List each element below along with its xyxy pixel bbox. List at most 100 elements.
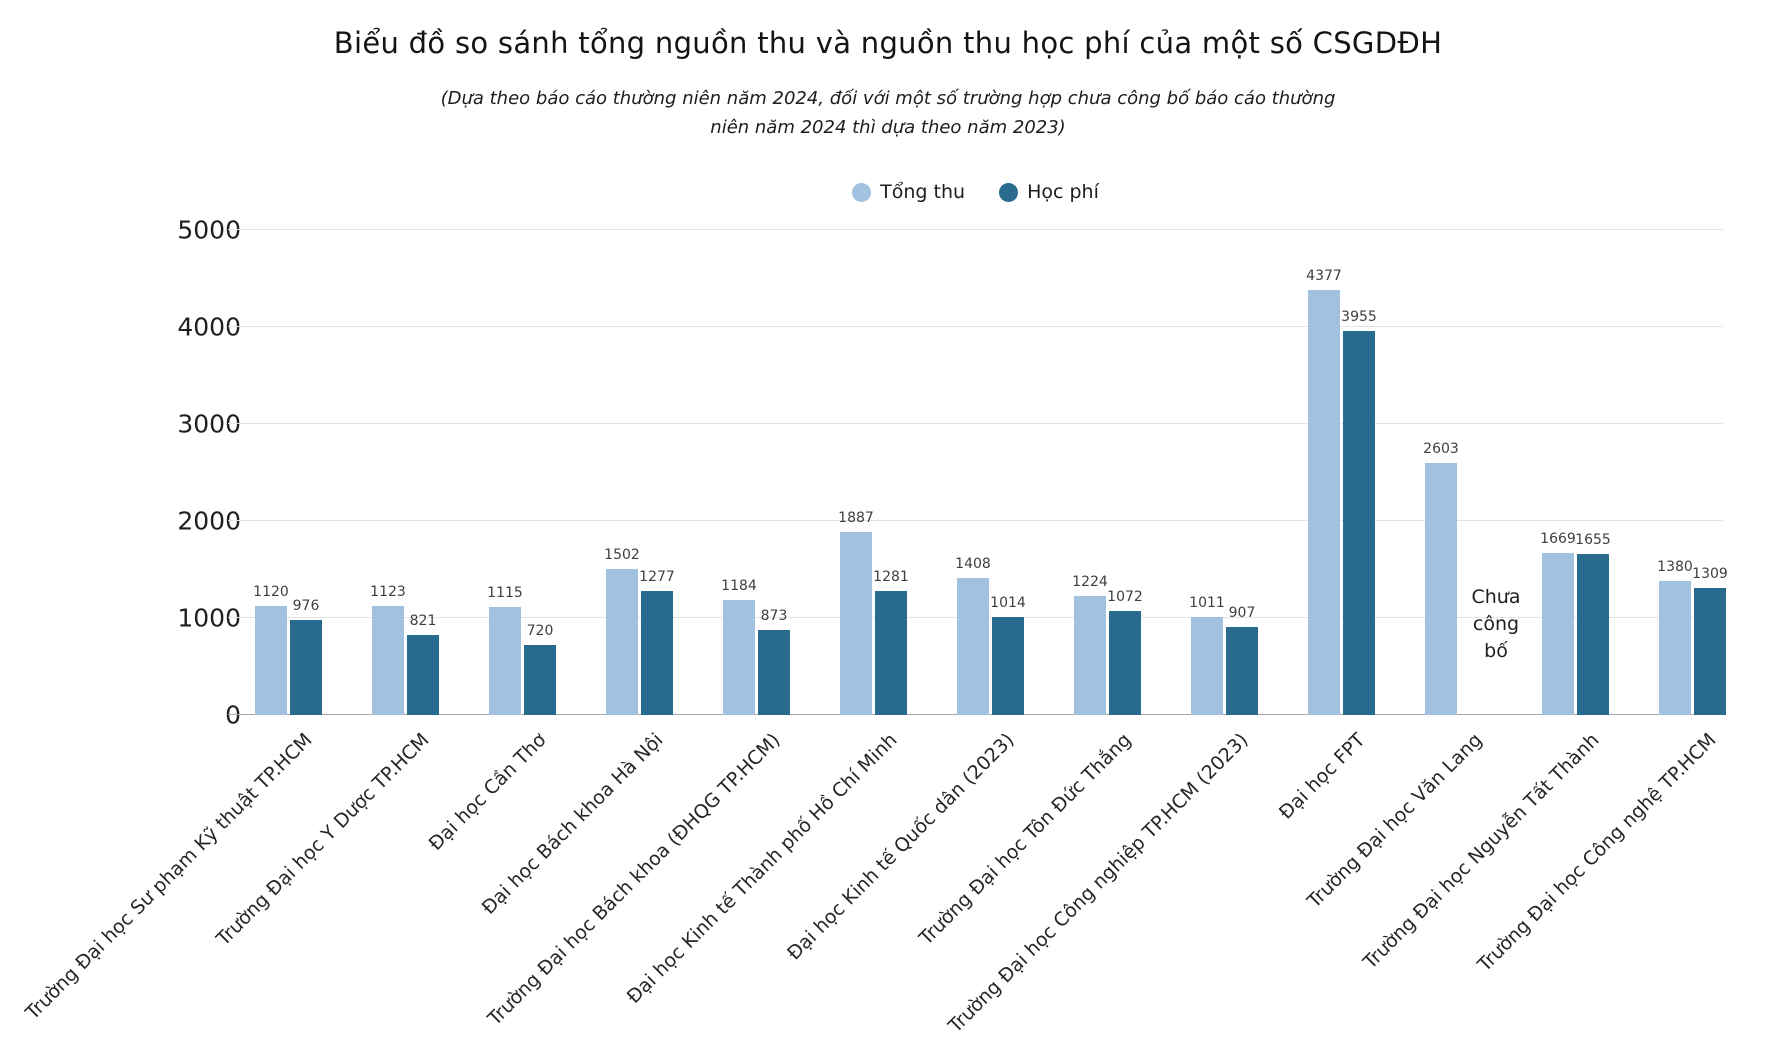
total-revenue-bar: 1502 bbox=[604, 547, 640, 715]
bar-value-label: 1115 bbox=[487, 584, 523, 601]
x-axis-label: Đại học FPT bbox=[1274, 729, 1370, 824]
x-axis-label: Đại học Kinh tế Thành phố Hồ Chí Minh bbox=[622, 729, 902, 1008]
total-revenue-bar: 1224 bbox=[1072, 574, 1108, 715]
bar-value-label: 3955 bbox=[1341, 309, 1377, 326]
bar-group: 1120 976 bbox=[253, 230, 372, 715]
total-revenue-slot: 1887 bbox=[838, 230, 874, 715]
total-revenue-slot: 4377 bbox=[1306, 230, 1342, 715]
tuition-fee-slot: 720 bbox=[524, 230, 556, 715]
x-axis-labels: Trường Đại học Sư phạm Kỹ thuật TP.HCM Tr… bbox=[21, 715, 1723, 1041]
total-revenue-bar: 1380 bbox=[1657, 559, 1693, 715]
total-revenue-bar: 4377 bbox=[1306, 268, 1342, 715]
bar-value-label: 1120 bbox=[253, 584, 289, 601]
bar-group: 1502 1277 bbox=[604, 230, 723, 715]
y-tick-label-1000: 1000 bbox=[177, 603, 241, 633]
y-tick-label-2000: 2000 bbox=[177, 506, 241, 536]
tuition-fee-bar: 1309 bbox=[1692, 566, 1728, 715]
tuition-fee-slot: 1072 bbox=[1107, 230, 1143, 715]
x-axis-label: Trường Đại học Công nghệ TP.HCM bbox=[1473, 729, 1721, 976]
total-revenue-slot: 1123 bbox=[370, 230, 406, 715]
total-revenue-slot: 1120 bbox=[253, 230, 289, 715]
x-axis-label: Trường Đại học Bách khoa (ĐHQG TP.HCM) bbox=[483, 729, 785, 1030]
tuition-fee-bar: 873 bbox=[758, 608, 790, 715]
tuition-fee-slot: 821 bbox=[407, 230, 439, 715]
bar-value-label: 1380 bbox=[1657, 559, 1693, 576]
bar-group: 1669 1655 bbox=[1540, 230, 1659, 715]
y-tick-label-0: 0 bbox=[225, 700, 241, 730]
bar-value-label: 1309 bbox=[1692, 566, 1728, 583]
gridline-5000 bbox=[228, 229, 1723, 230]
total-revenue-slot: 1408 bbox=[955, 230, 991, 715]
bar-value-label: 1502 bbox=[604, 547, 640, 564]
tuition-fee-bar: 1281 bbox=[873, 569, 909, 715]
total-revenue-slot: 1115 bbox=[487, 230, 523, 715]
total-revenue-bar: 1669 bbox=[1540, 531, 1576, 715]
tuition-fee-bar: 907 bbox=[1226, 605, 1258, 715]
total-revenue-bar: 1408 bbox=[955, 556, 991, 715]
y-tick-label-4000: 4000 bbox=[177, 312, 241, 342]
no-data-annotation: Chưa công bố bbox=[1471, 586, 1521, 663]
total-revenue-bar: 1120 bbox=[253, 584, 289, 715]
y-tick-label-5000: 5000 bbox=[177, 215, 241, 245]
bar-value-label: 1014 bbox=[990, 594, 1026, 611]
bar-value-label: 1408 bbox=[955, 556, 991, 573]
tuition-fee-bar: 1072 bbox=[1107, 589, 1143, 715]
total-revenue-bar: 2603 bbox=[1423, 441, 1459, 715]
chart-subtitle-line1: (Dựa theo báo cáo thường niên năm 2024, … bbox=[440, 88, 1336, 109]
total-revenue-slot: 1380 bbox=[1657, 230, 1693, 715]
tuition-fee-slot: 1655 bbox=[1575, 230, 1611, 715]
bar-value-label: 1123 bbox=[370, 584, 406, 601]
bar-group: 1184 873 bbox=[721, 230, 840, 715]
legend-label-tuition-fee: Học phí bbox=[1027, 181, 1099, 203]
total-revenue-slot: 1502 bbox=[604, 230, 640, 715]
tuition-fee-bar: 1655 bbox=[1575, 532, 1611, 715]
bar-value-label: 4377 bbox=[1306, 268, 1342, 285]
plot-area: 1120 976 1123 821 1115 720 1502 1277 1184 873 1887… bbox=[228, 229, 1728, 715]
gridline-3000 bbox=[228, 423, 1723, 424]
tuition-fee-bar: 720 bbox=[524, 623, 556, 715]
y-tick-label-3000: 3000 bbox=[177, 409, 241, 439]
x-axis-label: Đại học Cần Thơ bbox=[424, 729, 551, 855]
legend-label-total-revenue: Tổng thu bbox=[880, 181, 966, 203]
gridline-4000 bbox=[228, 326, 1723, 327]
total-revenue-bar: 1887 bbox=[838, 510, 874, 715]
bar-value-label: 1072 bbox=[1107, 589, 1143, 606]
bar-value-label: 720 bbox=[526, 623, 554, 640]
bar-value-label: 873 bbox=[760, 608, 788, 625]
x-axis-label: Đại học Kinh tế Quốc dân (2023) bbox=[782, 729, 1019, 965]
bar-groups: 1120 976 1123 821 1115 720 1502 1277 1184 873 1887… bbox=[228, 230, 1728, 715]
bar-value-label: 821 bbox=[409, 613, 437, 630]
bar-value-label: 1011 bbox=[1189, 594, 1225, 611]
gridline-2000 bbox=[228, 520, 1723, 521]
total-revenue-bar: 1123 bbox=[370, 584, 406, 715]
chart-subtitle-line2: niên năm 2024 thì dựa theo năm 2023) bbox=[710, 117, 1066, 139]
total-revenue-slot: 1224 bbox=[1072, 230, 1108, 715]
bar-value-label: 1277 bbox=[639, 569, 675, 586]
legend-item-tuition-fee: Học phí bbox=[999, 181, 1099, 203]
tuition-fee-slot: 1281 bbox=[873, 230, 909, 715]
bar-value-label: 1655 bbox=[1575, 532, 1611, 549]
bar-group: 1011 907 bbox=[1189, 230, 1308, 715]
tuition-fee-bar: 821 bbox=[407, 613, 439, 715]
tuition-fee-bar: 3955 bbox=[1341, 309, 1377, 715]
bar-group: 1123 821 bbox=[370, 230, 489, 715]
legend-item-total-revenue: Tổng thu bbox=[852, 181, 965, 203]
bar-group: 1408 1014 bbox=[955, 230, 1074, 715]
total-revenue-slot: 2603 bbox=[1423, 230, 1459, 715]
x-axis-label: Đại học Bách khoa Hà Nội bbox=[477, 729, 668, 919]
legend-swatch-tuition-fee bbox=[999, 182, 1019, 202]
tuition-fee-slot: 3955 bbox=[1341, 230, 1377, 715]
bar-group: 1115 720 bbox=[487, 230, 606, 715]
tuition-fee-bar: 976 bbox=[290, 598, 322, 715]
tuition-fee-bar: 1014 bbox=[990, 595, 1026, 715]
total-revenue-bar: 1115 bbox=[487, 585, 523, 715]
x-axis-label: Trường Đại học Tôn Đức Thắng bbox=[914, 729, 1136, 950]
x-axis-label: Trường Đại học Nguyễn Tất Thành bbox=[1358, 729, 1604, 974]
bar-group: 1887 1281 bbox=[838, 230, 957, 715]
bar-value-label: 976 bbox=[292, 598, 320, 615]
legend-swatch-total-revenue bbox=[852, 182, 872, 202]
bar-value-label: 2603 bbox=[1423, 440, 1459, 457]
bar-value-label: 1887 bbox=[838, 509, 874, 526]
bar-value-label: 907 bbox=[1228, 605, 1256, 622]
